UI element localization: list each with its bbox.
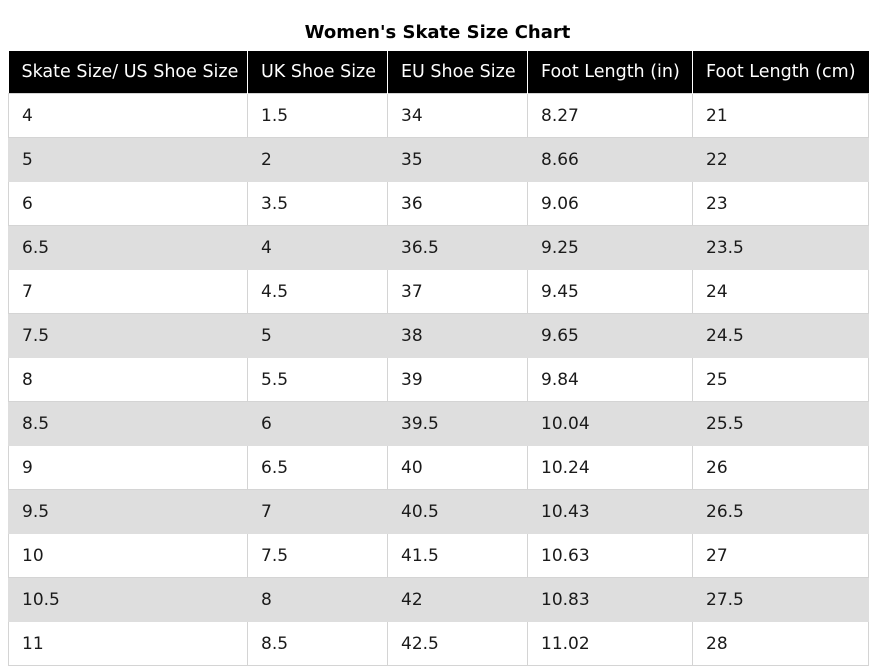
- header-cell-us-size: Skate Size/ US Shoe Size: [8, 51, 248, 94]
- cell-foot-length-in: 9.65: [527, 313, 693, 358]
- cell-foot-length-in: 11.02: [527, 621, 693, 666]
- cell-us-size: 6.5: [8, 225, 248, 270]
- table-row: 6 3.5 36 9.06 23: [8, 181, 869, 226]
- size-chart-table: Skate Size/ US Shoe Size UK Shoe Size EU…: [8, 51, 869, 666]
- cell-uk-size: 4: [247, 225, 388, 270]
- cell-uk-size: 7.5: [247, 533, 388, 578]
- table-row: 8 5.5 39 9.84 25: [8, 357, 869, 402]
- cell-foot-length-cm: 24: [692, 269, 869, 314]
- header-cell-foot-length-in: Foot Length (in): [527, 51, 693, 94]
- cell-foot-length-in: 10.43: [527, 489, 693, 534]
- cell-foot-length-in: 8.66: [527, 137, 693, 182]
- cell-eu-size: 34: [387, 93, 528, 138]
- cell-eu-size: 39.5: [387, 401, 528, 446]
- cell-us-size: 10: [8, 533, 248, 578]
- header-cell-foot-length-cm: Foot Length (cm): [692, 51, 869, 94]
- cell-us-size: 7: [8, 269, 248, 314]
- cell-foot-length-in: 10.04: [527, 401, 693, 446]
- header-cell-uk-size: UK Shoe Size: [247, 51, 388, 94]
- cell-eu-size: 37: [387, 269, 528, 314]
- cell-uk-size: 6.5: [247, 445, 388, 490]
- cell-uk-size: 8: [247, 577, 388, 622]
- cell-us-size: 10.5: [8, 577, 248, 622]
- table-row: 6.5 4 36.5 9.25 23.5: [8, 225, 869, 270]
- table-row: 10.5 8 42 10.83 27.5: [8, 577, 869, 622]
- cell-eu-size: 38: [387, 313, 528, 358]
- cell-uk-size: 5.5: [247, 357, 388, 402]
- cell-foot-length-cm: 21: [692, 93, 869, 138]
- cell-eu-size: 39: [387, 357, 528, 402]
- cell-foot-length-cm: 27: [692, 533, 869, 578]
- cell-foot-length-cm: 23: [692, 181, 869, 226]
- cell-foot-length-cm: 22: [692, 137, 869, 182]
- cell-foot-length-cm: 25.5: [692, 401, 869, 446]
- cell-foot-length-cm: 25: [692, 357, 869, 402]
- cell-uk-size: 5: [247, 313, 388, 358]
- cell-eu-size: 42.5: [387, 621, 528, 666]
- cell-eu-size: 42: [387, 577, 528, 622]
- cell-us-size: 4: [8, 93, 248, 138]
- table-row: 7.5 5 38 9.65 24.5: [8, 313, 869, 358]
- table-row: 5 2 35 8.66 22: [8, 137, 869, 182]
- cell-foot-length-in: 9.45: [527, 269, 693, 314]
- cell-foot-length-in: 8.27: [527, 93, 693, 138]
- cell-foot-length-cm: 26.5: [692, 489, 869, 534]
- cell-us-size: 9.5: [8, 489, 248, 534]
- table-row: 7 4.5 37 9.45 24: [8, 269, 869, 314]
- cell-foot-length-cm: 23.5: [692, 225, 869, 270]
- cell-us-size: 6: [8, 181, 248, 226]
- header-row: Skate Size/ US Shoe Size UK Shoe Size EU…: [8, 51, 869, 94]
- cell-uk-size: 2: [247, 137, 388, 182]
- cell-us-size: 11: [8, 621, 248, 666]
- table-row: 4 1.5 34 8.27 21: [8, 93, 869, 138]
- table-row: 9 6.5 40 10.24 26: [8, 445, 869, 490]
- table-row: 10 7.5 41.5 10.63 27: [8, 533, 869, 578]
- table-body: 4 1.5 34 8.27 21 5 2 35 8.66 22 6 3.5 36 9.06 23 6.5 4 36…: [8, 93, 869, 666]
- cell-foot-length-in: 10.63: [527, 533, 693, 578]
- cell-us-size: 8.5: [8, 401, 248, 446]
- table-row: 8.5 6 39.5 10.04 25.5: [8, 401, 869, 446]
- cell-uk-size: 8.5: [247, 621, 388, 666]
- table-row: 11 8.5 42.5 11.02 28: [8, 621, 869, 666]
- cell-uk-size: 6: [247, 401, 388, 446]
- cell-foot-length-in: 10.83: [527, 577, 693, 622]
- cell-eu-size: 36.5: [387, 225, 528, 270]
- table-row: 9.5 7 40.5 10.43 26.5: [8, 489, 869, 534]
- cell-foot-length-in: 9.84: [527, 357, 693, 402]
- cell-foot-length-cm: 27.5: [692, 577, 869, 622]
- cell-eu-size: 40: [387, 445, 528, 490]
- cell-eu-size: 35: [387, 137, 528, 182]
- cell-uk-size: 1.5: [247, 93, 388, 138]
- cell-uk-size: 3.5: [247, 181, 388, 226]
- cell-us-size: 9: [8, 445, 248, 490]
- cell-us-size: 5: [8, 137, 248, 182]
- cell-foot-length-in: 9.25: [527, 225, 693, 270]
- cell-us-size: 8: [8, 357, 248, 402]
- cell-eu-size: 41.5: [387, 533, 528, 578]
- cell-eu-size: 40.5: [387, 489, 528, 534]
- cell-foot-length-in: 9.06: [527, 181, 693, 226]
- cell-uk-size: 7: [247, 489, 388, 534]
- chart-title: Women's Skate Size Chart: [304, 22, 571, 43]
- header-cell-eu-size: EU Shoe Size: [387, 51, 528, 94]
- cell-foot-length-in: 10.24: [527, 445, 693, 490]
- cell-uk-size: 4.5: [247, 269, 388, 314]
- cell-foot-length-cm: 28: [692, 621, 869, 666]
- cell-foot-length-cm: 24.5: [692, 313, 869, 358]
- cell-foot-length-cm: 26: [692, 445, 869, 490]
- cell-us-size: 7.5: [8, 313, 248, 358]
- cell-eu-size: 36: [387, 181, 528, 226]
